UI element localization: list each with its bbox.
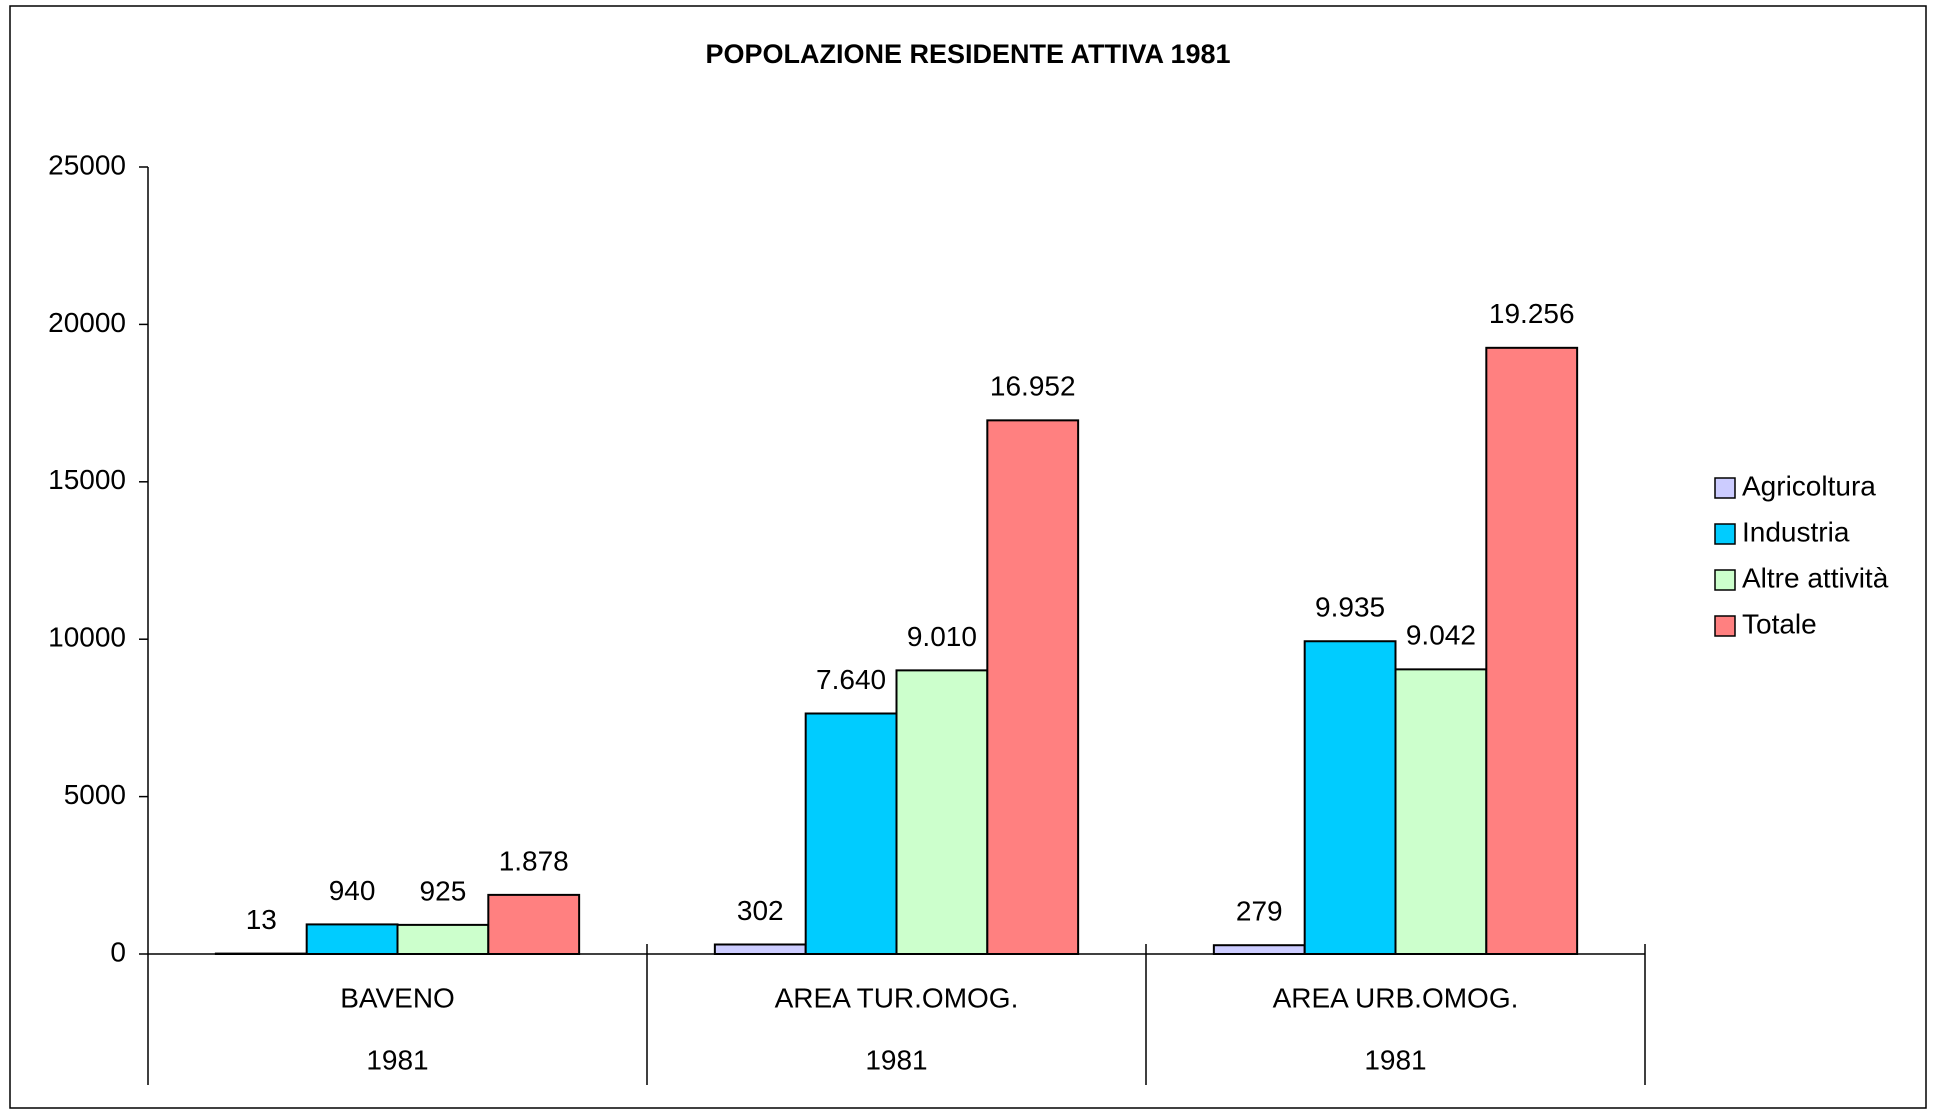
data-label: 925 bbox=[420, 875, 467, 906]
legend-label: Industria bbox=[1742, 516, 1850, 547]
legend-label: Agricoltura bbox=[1742, 470, 1876, 501]
x-tick-label: AREA URB.OMOG. bbox=[1273, 982, 1519, 1013]
y-tick-label: 10000 bbox=[48, 622, 126, 653]
bar bbox=[713, 943, 807, 956]
chart-title: POPOLAZIONE RESIDENTE ATTIVA 1981 bbox=[705, 39, 1230, 69]
bar bbox=[487, 893, 581, 955]
data-label: 9.042 bbox=[1406, 620, 1476, 651]
data-label: 279 bbox=[1236, 896, 1283, 927]
x-tick-year-label: 1981 bbox=[366, 1044, 428, 1075]
x-tick-label: BAVENO bbox=[340, 982, 455, 1013]
bar bbox=[1485, 346, 1579, 955]
data-label: 9.010 bbox=[907, 621, 977, 652]
legend-swatch bbox=[1714, 523, 1736, 545]
bar bbox=[1394, 668, 1488, 955]
y-tick-label: 15000 bbox=[48, 464, 126, 495]
data-label: 7.640 bbox=[816, 664, 886, 695]
data-label: 302 bbox=[737, 895, 784, 926]
legend-label: Totale bbox=[1742, 608, 1817, 639]
y-tick-label: 5000 bbox=[64, 779, 126, 810]
legend-label: Altre attività bbox=[1742, 562, 1889, 593]
bar bbox=[305, 923, 399, 956]
legend-swatch bbox=[1714, 569, 1736, 591]
bar bbox=[895, 669, 989, 955]
data-label: 16.952 bbox=[990, 371, 1076, 402]
data-label: 19.256 bbox=[1489, 298, 1575, 329]
data-label: 940 bbox=[329, 875, 376, 906]
x-tick-label: AREA TUR.OMOG. bbox=[775, 982, 1019, 1013]
legend-swatch bbox=[1714, 615, 1736, 637]
legend-swatch bbox=[1714, 477, 1736, 499]
y-tick-label: 25000 bbox=[48, 149, 126, 180]
x-tick-year-label: 1981 bbox=[1364, 1044, 1426, 1075]
y-tick-label: 0 bbox=[110, 936, 126, 967]
bar bbox=[396, 923, 490, 955]
bar bbox=[1212, 944, 1306, 956]
data-label: 9.935 bbox=[1315, 592, 1385, 623]
y-tick-label: 20000 bbox=[48, 307, 126, 338]
bar bbox=[986, 419, 1080, 956]
x-tick-year-label: 1981 bbox=[865, 1044, 927, 1075]
data-label: 1.878 bbox=[499, 845, 569, 876]
data-label: 13 bbox=[246, 904, 277, 935]
bar bbox=[804, 712, 898, 955]
bar bbox=[1303, 640, 1397, 956]
